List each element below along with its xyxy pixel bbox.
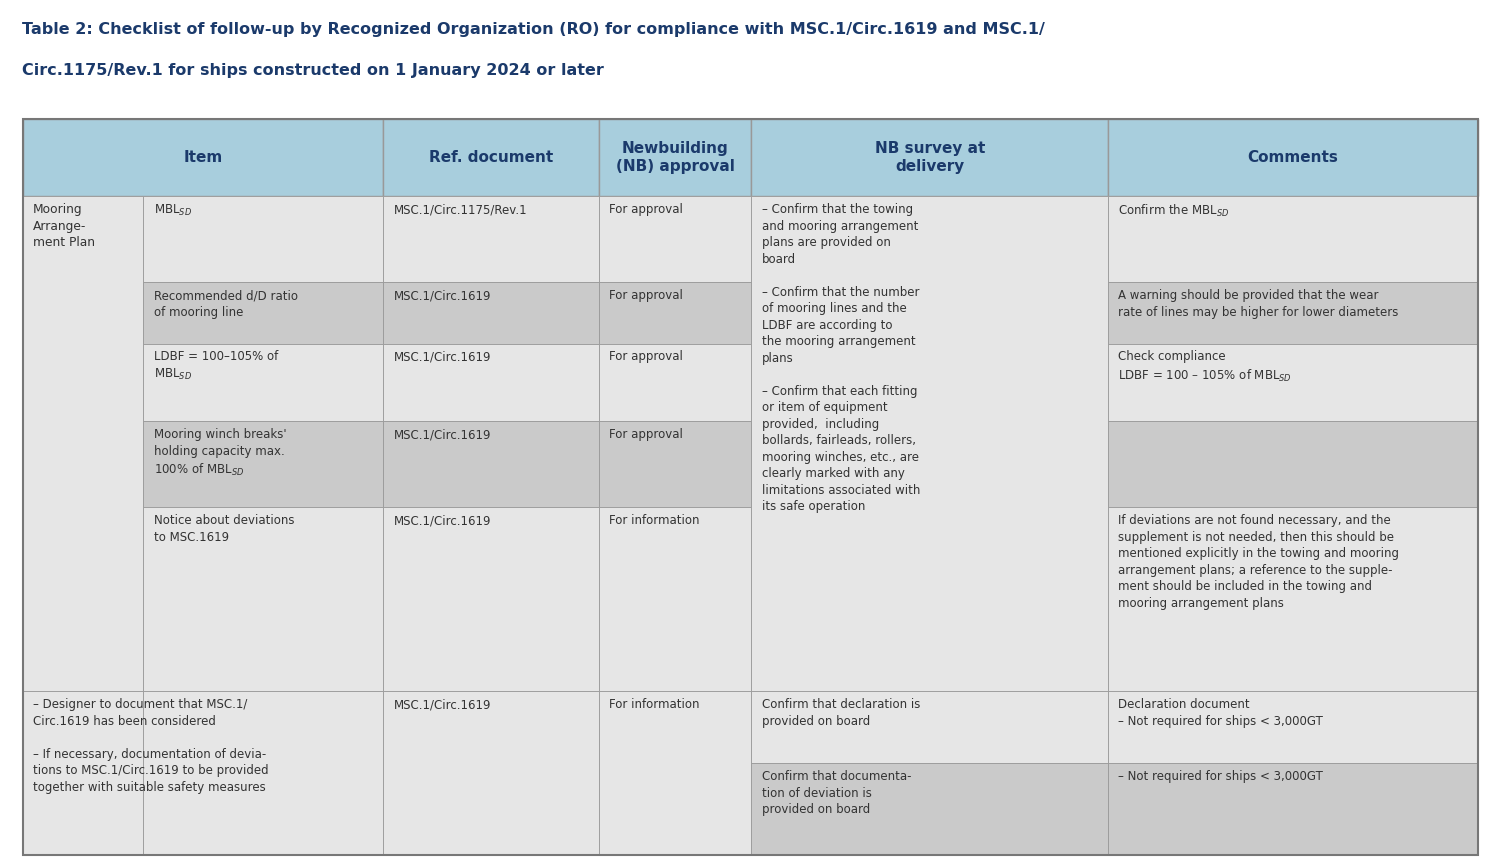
Text: Confirm that declaration is
provided on board: Confirm that declaration is provided on … xyxy=(762,698,921,727)
Text: LDBF = 100–105% of
MBL$_{SD}$: LDBF = 100–105% of MBL$_{SD}$ xyxy=(154,351,278,383)
Text: MSC.1/Circ.1619: MSC.1/Circ.1619 xyxy=(394,351,492,364)
Text: MSC.1/Circ.1175/Rev.1: MSC.1/Circ.1175/Rev.1 xyxy=(394,203,528,216)
Text: NB survey at
delivery: NB survey at delivery xyxy=(874,141,986,174)
Bar xyxy=(384,196,598,282)
Bar xyxy=(22,691,144,855)
Bar xyxy=(384,691,598,855)
Bar xyxy=(598,196,752,282)
Text: For approval: For approval xyxy=(609,428,682,441)
Text: Confirm that documenta-
tion of deviation is
provided on board: Confirm that documenta- tion of deviatio… xyxy=(762,770,912,816)
Bar xyxy=(1108,119,1478,196)
Text: Comments: Comments xyxy=(1248,150,1338,165)
Bar xyxy=(384,282,598,344)
Bar xyxy=(1108,691,1478,763)
Bar xyxy=(752,763,1108,855)
Bar xyxy=(384,421,598,507)
Bar xyxy=(144,196,384,282)
Text: For information: For information xyxy=(609,514,699,527)
Bar xyxy=(22,119,384,196)
Bar xyxy=(598,282,752,344)
Bar xyxy=(1108,507,1478,691)
Bar xyxy=(22,196,144,691)
Text: For information: For information xyxy=(609,698,699,711)
Bar xyxy=(752,691,1108,763)
Bar xyxy=(598,344,752,421)
Text: Table 2: Checklist of follow-up by Recognized Organization (RO) for compliance w: Table 2: Checklist of follow-up by Recog… xyxy=(22,22,1046,36)
Text: For approval: For approval xyxy=(609,289,682,302)
Text: Item: Item xyxy=(183,150,222,165)
Bar xyxy=(384,507,598,691)
Bar xyxy=(144,691,384,855)
Bar xyxy=(144,344,384,421)
Text: MSC.1/Circ.1619: MSC.1/Circ.1619 xyxy=(394,289,492,302)
Bar xyxy=(1108,282,1478,344)
Bar xyxy=(1108,763,1478,855)
Text: Mooring
Arrange-
ment Plan: Mooring Arrange- ment Plan xyxy=(33,203,94,249)
Text: Check compliance
LDBF = 100 – 105% of MBL$_{SD}$: Check compliance LDBF = 100 – 105% of MB… xyxy=(1119,351,1293,384)
Text: – Designer to document that MSC.1/
Circ.1619 has been considered

– If necessary: – Designer to document that MSC.1/ Circ.… xyxy=(33,698,268,793)
Bar xyxy=(598,691,752,855)
Text: Circ.1175/Rev.1 for ships constructed on 1 January 2024 or later: Circ.1175/Rev.1 for ships constructed on… xyxy=(22,63,604,78)
Bar xyxy=(22,119,1478,855)
Bar xyxy=(598,421,752,507)
Bar xyxy=(1108,344,1478,421)
Text: A warning should be provided that the wear
rate of lines may be higher for lower: A warning should be provided that the we… xyxy=(1119,289,1400,319)
Bar xyxy=(144,421,384,507)
Text: Newbuilding
(NB) approval: Newbuilding (NB) approval xyxy=(615,141,735,174)
Text: – Not required for ships < 3,000GT: – Not required for ships < 3,000GT xyxy=(1119,770,1323,783)
Bar xyxy=(384,344,598,421)
Bar xyxy=(1108,421,1478,507)
Bar xyxy=(384,119,598,196)
Text: For approval: For approval xyxy=(609,203,682,216)
Bar xyxy=(144,282,384,344)
Text: If deviations are not found necessary, and the
supplement is not needed, then th: If deviations are not found necessary, a… xyxy=(1119,514,1400,609)
Bar xyxy=(1108,196,1478,282)
Text: Ref. document: Ref. document xyxy=(429,150,554,165)
Text: Declaration document
– Not required for ships < 3,000GT: Declaration document – Not required for … xyxy=(1119,698,1323,727)
Text: For approval: For approval xyxy=(609,351,682,364)
Text: MSC.1/Circ.1619: MSC.1/Circ.1619 xyxy=(394,514,492,527)
Text: Recommended d/D ratio
of mooring line: Recommended d/D ratio of mooring line xyxy=(154,289,298,319)
Text: MBL$_{SD}$: MBL$_{SD}$ xyxy=(154,203,192,219)
Text: MSC.1/Circ.1619: MSC.1/Circ.1619 xyxy=(394,428,492,441)
Bar xyxy=(598,119,752,196)
Bar xyxy=(752,119,1108,196)
Text: Notice about deviations
to MSC.1619: Notice about deviations to MSC.1619 xyxy=(154,514,294,543)
Text: Confirm the MBL$_{SD}$: Confirm the MBL$_{SD}$ xyxy=(1119,203,1230,220)
Bar xyxy=(598,507,752,691)
Text: MSC.1/Circ.1619: MSC.1/Circ.1619 xyxy=(394,698,492,711)
Bar xyxy=(752,196,1108,691)
Bar xyxy=(144,507,384,691)
Text: Mooring winch breaks'
holding capacity max.
100% of MBL$_{SD}$: Mooring winch breaks' holding capacity m… xyxy=(154,428,286,478)
Text: – Confirm that the towing
and mooring arrangement
plans are provided on
board

–: – Confirm that the towing and mooring ar… xyxy=(762,203,921,513)
